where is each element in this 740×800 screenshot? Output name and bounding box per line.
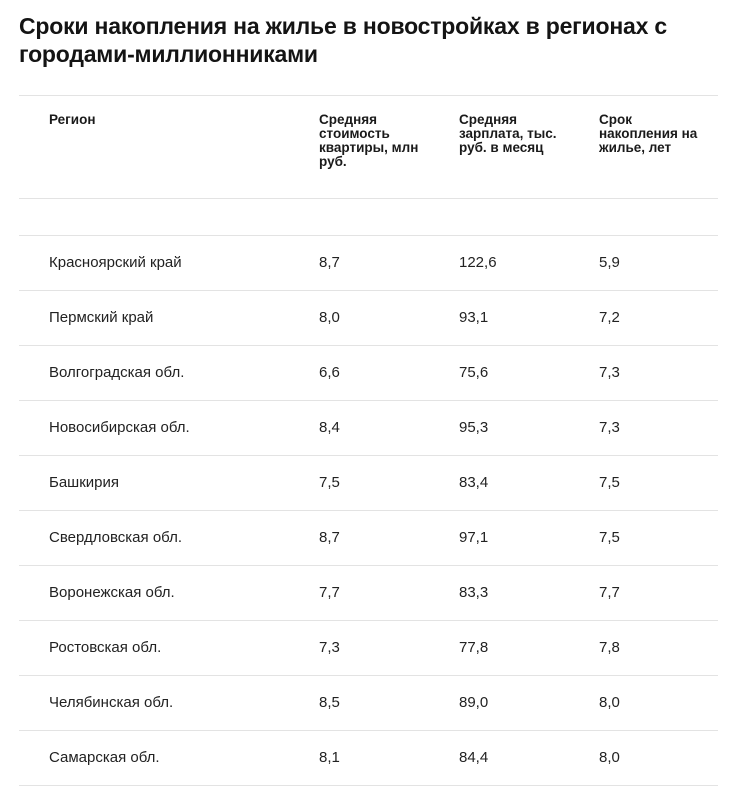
- price-cell: 7,3: [319, 639, 340, 656]
- region-cell: Свердловская обл.: [49, 529, 182, 546]
- period-cell: 7,2: [599, 309, 620, 326]
- table-row: Ростовская обл. 7,3 77,8 7,8: [19, 620, 718, 675]
- page-title: Сроки накопления на жилье в новостройках…: [19, 13, 667, 67]
- salary-cell: 84,4: [459, 749, 489, 766]
- table-body: Красноярский край 8,7 122,6 5,9 Пермский кра…: [19, 235, 718, 786]
- price-cell: 8,4: [319, 419, 340, 436]
- period-cell: 7,5: [599, 474, 620, 491]
- table-row: Свердловская обл. 8,7 97,1 7,5: [19, 510, 718, 565]
- region-cell: Челябинская обл.: [49, 694, 174, 711]
- table-row: Воронежская обл. 7,7 83,3 7,7: [19, 565, 718, 620]
- data-table: Регион Средняя стоимость квартиры, млн р…: [19, 95, 718, 786]
- region-cell: Красноярский край: [49, 254, 182, 271]
- salary-cell: 83,4: [459, 474, 489, 491]
- header-avg-price: Средняя стоимость квартиры, млн руб.: [319, 112, 419, 169]
- table-spacer-row: [19, 198, 718, 235]
- region-cell: Ростовская обл.: [49, 639, 162, 656]
- period-cell: 5,9: [599, 254, 620, 271]
- salary-cell: 122,6: [459, 254, 497, 271]
- period-cell: 8,0: [599, 749, 620, 766]
- salary-cell: 83,3: [459, 584, 489, 601]
- region-cell: Башкирия: [49, 474, 120, 491]
- salary-cell: 97,1: [459, 529, 489, 546]
- price-cell: 8,5: [319, 694, 340, 711]
- period-cell: 8,0: [599, 694, 620, 711]
- period-cell: 7,5: [599, 529, 620, 546]
- salary-cell: 93,1: [459, 309, 489, 326]
- table-row: Пермский край 8,0 93,1 7,2: [19, 290, 718, 345]
- period-cell: 7,7: [599, 584, 620, 601]
- price-cell: 8,7: [319, 529, 340, 546]
- salary-cell: 89,0: [459, 694, 489, 711]
- header-region: Регион: [49, 112, 96, 127]
- table-row: Волгоградская обл. 6,6 75,6 7,3: [19, 345, 718, 400]
- salary-cell: 77,8: [459, 639, 489, 656]
- table-row: Красноярский край 8,7 122,6 5,9: [19, 235, 718, 290]
- region-cell: Пермский край: [49, 309, 154, 326]
- region-cell: Самарская обл.: [49, 749, 160, 766]
- salary-cell: 95,3: [459, 419, 489, 436]
- region-cell: Новосибирская обл.: [49, 419, 190, 436]
- price-cell: 8,1: [319, 749, 340, 766]
- header-saving-period: Срок накопления на жилье, лет: [599, 112, 698, 155]
- period-cell: 7,3: [599, 364, 620, 381]
- table-header-row: Регион Средняя стоимость квартиры, млн р…: [19, 95, 718, 198]
- table-row: Самарская обл. 8,1 84,4 8,0: [19, 730, 718, 786]
- region-cell: Воронежская обл.: [49, 584, 175, 601]
- table-row: Новосибирская обл. 8,4 95,3 7,3: [19, 400, 718, 455]
- period-cell: 7,8: [599, 639, 620, 656]
- period-cell: 7,3: [599, 419, 620, 436]
- region-cell: Волгоградская обл.: [49, 364, 185, 381]
- salary-cell: 75,6: [459, 364, 489, 381]
- price-cell: 7,7: [319, 584, 340, 601]
- price-cell: 8,0: [319, 309, 340, 326]
- table-row: Челябинская обл. 8,5 89,0 8,0: [19, 675, 718, 730]
- price-cell: 8,7: [319, 254, 340, 271]
- price-cell: 6,6: [319, 364, 340, 381]
- header-avg-salary: Средняя зарплата, тыс. руб. в месяц: [459, 112, 557, 155]
- price-cell: 7,5: [319, 474, 340, 491]
- table-row: Башкирия 7,5 83,4 7,5: [19, 455, 718, 510]
